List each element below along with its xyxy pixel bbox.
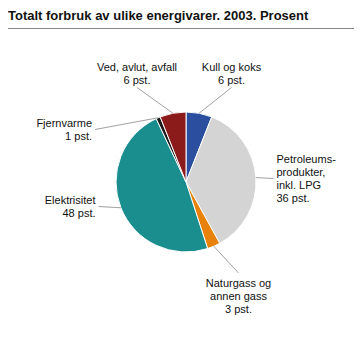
svg-text:Fjernvarme1 pst.: Fjernvarme1 pst.	[36, 117, 92, 142]
html-text:Totalt forbruk av ulike energi: Totalt forbruk av ulike energivarer. 200…	[8, 8, 309, 23]
svg-text:Ved, avlut, avfall6 pst.: Ved, avlut, avfall6 pst.	[97, 61, 177, 86]
svg-text:Elektrisitet48 pst.: Elektrisitet48 pst.	[45, 194, 96, 219]
svg-text:Naturgass ogannen gass3 pst.: Naturgass ogannen gass3 pst.	[206, 277, 271, 315]
svg-text:Petroleums-produkter,inkl. LPG: Petroleums-produkter,inkl. LPG36 pst.	[277, 153, 337, 204]
svg-text:Kull og koks6 pst.: Kull og koks6 pst.	[202, 61, 262, 86]
